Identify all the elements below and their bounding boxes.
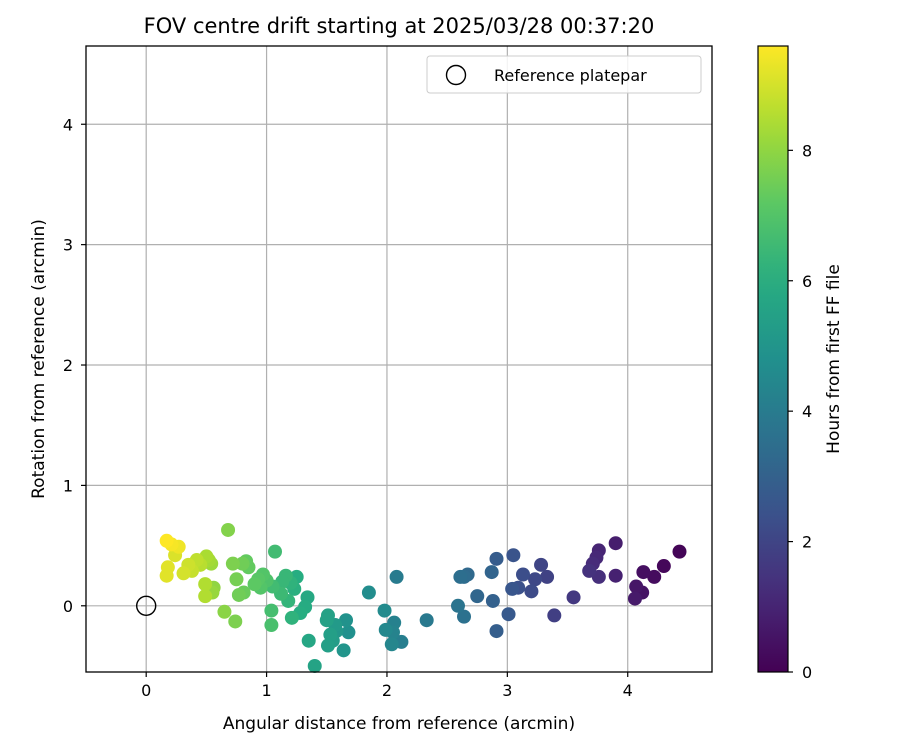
scatter-point	[228, 614, 243, 629]
y-axis-label: Rotation from reference (arcmin)	[29, 219, 49, 499]
scatter-point	[264, 618, 279, 633]
scatter-point	[339, 613, 354, 628]
scatter-point	[384, 637, 399, 652]
scatter-point	[629, 579, 644, 594]
chart-title: FOV centre drift starting at 2025/03/28 …	[144, 14, 655, 38]
y-tick-label: 4	[63, 115, 73, 134]
scatter-point	[505, 581, 520, 596]
scatter-point	[656, 559, 671, 574]
x-tick-label: 2	[382, 681, 392, 700]
scatter-point	[378, 622, 393, 637]
x-tick-label: 0	[141, 681, 151, 700]
scatter-point	[534, 557, 549, 572]
scatter-points	[159, 522, 687, 673]
y-tick-label: 1	[63, 476, 73, 495]
scatter-point	[515, 567, 530, 582]
scatter-point	[217, 604, 232, 619]
scatter-point	[361, 585, 376, 600]
colorbar-gradient	[758, 46, 788, 672]
legend-marker-circle	[445, 64, 467, 86]
scatter-point	[608, 568, 623, 583]
colorbar-tick-label: 2	[802, 533, 812, 552]
scatter-point	[341, 625, 356, 640]
scatter-point	[336, 643, 351, 658]
scatter-point	[457, 609, 472, 624]
scatter-point	[320, 638, 335, 653]
scatter-point	[485, 593, 500, 608]
scatter-point	[389, 569, 404, 584]
colorbar-frame	[757, 45, 789, 673]
colorbar-tick-label: 0	[802, 663, 812, 682]
scatter-point	[419, 613, 434, 628]
scatter-point	[229, 572, 244, 587]
reference-marker-layer	[135, 595, 157, 616]
scatter-point	[247, 577, 262, 592]
scatter-point	[627, 591, 642, 606]
scatter-point	[159, 533, 174, 548]
plot-frame	[85, 45, 713, 673]
y-tick-label: 3	[63, 236, 73, 255]
scatter-point	[198, 589, 213, 604]
colorbar-tick-label: 8	[802, 141, 812, 160]
scatter-point	[235, 556, 250, 571]
scatter-point	[225, 556, 240, 571]
scatter-point	[231, 587, 246, 602]
scatter-point	[636, 565, 651, 580]
scatter-point	[377, 603, 392, 618]
legend: Reference platepar	[426, 55, 702, 94]
scatter-point	[672, 544, 687, 559]
x-tick-label: 4	[623, 681, 633, 700]
axis-ticks: 0 1 2 3 4 0 1 2 3 4	[63, 115, 633, 700]
scatter-point	[540, 569, 555, 584]
reference-marker	[135, 595, 157, 616]
scatter-point	[501, 607, 516, 622]
grid	[86, 46, 712, 672]
scatter-point	[506, 548, 521, 563]
scatter-point	[307, 658, 322, 673]
scatter-point	[528, 572, 543, 587]
legend-label: Reference platepar	[494, 66, 647, 85]
scatter-point	[264, 603, 279, 618]
scatter-point	[221, 522, 236, 537]
scatter-point	[470, 589, 485, 604]
scatter-point	[159, 568, 174, 583]
scatter-point	[301, 633, 316, 648]
colorbar-label: Hours from first FF file	[824, 264, 844, 454]
colorbar-tick-label: 6	[802, 272, 812, 291]
scatter-point	[319, 613, 334, 628]
colorbar-ticks: 0 2 4 6 8	[788, 141, 812, 682]
scatter-point	[484, 565, 499, 580]
legend-box	[426, 55, 702, 94]
scatter-point	[524, 584, 539, 599]
scatter-point	[176, 566, 191, 581]
y-tick-label: 0	[63, 597, 73, 616]
x-axis-label: Angular distance from reference (arcmin)	[223, 714, 575, 734]
y-tick-label: 2	[63, 356, 73, 375]
scatter-point	[268, 544, 283, 559]
x-tick-label: 3	[502, 681, 512, 700]
x-tick-label: 1	[261, 681, 271, 700]
scatter-point	[582, 563, 597, 578]
scatter-point	[284, 610, 299, 625]
scatter-point	[489, 624, 504, 639]
scatter-point	[323, 627, 338, 642]
scatter-point	[647, 569, 662, 584]
scatter-point	[547, 608, 562, 623]
scatter-point	[608, 536, 623, 551]
scatter-point	[450, 598, 465, 613]
colorbar-tick-label: 4	[802, 402, 812, 421]
scatter-point	[489, 551, 504, 566]
scatter-point	[198, 577, 213, 592]
scatter-point	[566, 590, 581, 605]
scatter-point	[453, 569, 468, 584]
